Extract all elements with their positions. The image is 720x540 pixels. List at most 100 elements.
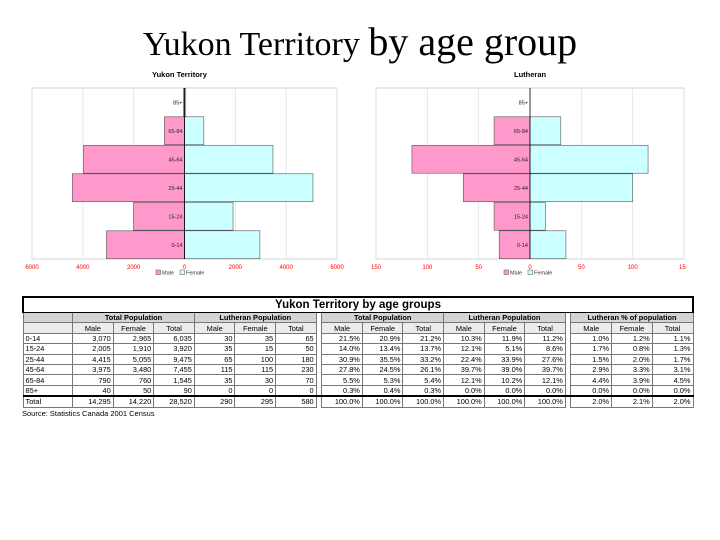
row-label: 65-84: [22, 374, 74, 386]
table-cell: 2.0%: [611, 353, 653, 365]
x-tick-label: 0: [528, 265, 532, 271]
table-cell: 0.0%: [570, 384, 613, 397]
table-cell: 2.1%: [611, 395, 653, 408]
legend-swatch: [179, 269, 185, 275]
table-cell: 65: [275, 332, 317, 345]
legend-swatch: [155, 269, 161, 275]
female-bar: [529, 144, 649, 174]
yukon-population-pyramid: 6000 4000 2000 0 2000 4000 6000 85+ 65-84 45-64 25…: [25, 70, 344, 277]
table-cell: 5.3%: [361, 374, 404, 386]
row-header-blank: [22, 322, 74, 334]
table-cell: 27.6%: [524, 353, 566, 365]
table-cell: 100.0%: [402, 395, 445, 408]
row-label: 15-24: [22, 343, 74, 355]
slide-title: Yukon Territory by age group: [0, 18, 720, 65]
table-cell: 40: [72, 384, 114, 397]
male-bar: [411, 144, 531, 174]
female-bar: [529, 230, 567, 260]
table-row: Total 14,295 14,220 28,520 290 295 580 100.0% 10…: [22, 395, 694, 408]
lutheran-population-pyramid: 150 100 50 0 50 100 150 85+ 65-84 45-64 25-44 15-24…: [371, 70, 686, 277]
row-label: 0-14: [22, 332, 74, 345]
x-tick-label: 100: [422, 265, 433, 271]
row-label: 25-44: [22, 353, 74, 365]
age-category-label: 65-84: [168, 129, 182, 135]
x-tick-label: 4000: [279, 265, 293, 271]
table-cell: 1.7%: [570, 343, 613, 355]
table-cell: 100: [234, 353, 277, 365]
table-cell: 24.5%: [361, 363, 404, 376]
male-bar: [462, 173, 531, 203]
table-row: 15-24 2,005 1,910 3,920 35 15 50 14.0% 13.4% 13.7…: [22, 343, 694, 355]
age-category-label: 0-14: [517, 243, 528, 249]
table-cell: 26.1%: [402, 363, 445, 376]
column-gap: [565, 395, 571, 408]
table-cell: 21.2%: [402, 332, 445, 345]
table-cell: 2.9%: [570, 363, 613, 376]
column-gap: [565, 333, 571, 344]
table-row: 0-14 3,070 2,965 6,035 30 35 65 21.5% 20.9% 21.2%…: [22, 332, 694, 345]
column-gap: [565, 354, 571, 365]
male-bar: [83, 144, 185, 174]
column-header: Male: [72, 322, 114, 334]
table-cell: 39.0%: [483, 363, 526, 376]
column-header: Male: [443, 322, 485, 334]
row-label: 85+: [22, 384, 74, 397]
column-header: Female: [112, 322, 155, 334]
table-cell: 70: [275, 374, 317, 386]
table-cell: 0: [234, 384, 277, 397]
table-cell: 1.3%: [651, 343, 694, 355]
table-row: 65-84 790 760 1,545 35 30 70 5.5% 5.3% 5.4% 12.1% 1…: [22, 374, 694, 386]
chart-title: Yukon Territory: [152, 70, 208, 79]
table-cell: 33.9%: [483, 353, 526, 365]
table-cell: 1.0%: [570, 332, 613, 345]
table-cell: 3,975: [72, 363, 114, 376]
table-cell: 115: [234, 363, 277, 376]
slide-title-part1: Yukon Territory: [142, 26, 369, 63]
table-cell: 115: [193, 363, 236, 376]
row-header-blank: [22, 311, 74, 324]
table-cell: 100.0%: [443, 395, 485, 408]
age-category-label: 45-64: [514, 157, 528, 163]
table-cell: 10.3%: [443, 332, 485, 345]
column-header: Female: [611, 322, 653, 334]
table-cell: 22.4%: [443, 353, 485, 365]
x-tick-label: 2000: [127, 265, 141, 271]
table-cell: 30.9%: [321, 353, 363, 365]
chart-title: Lutheran: [514, 70, 547, 79]
x-tick-label: 150: [679, 265, 686, 271]
column-gap: [565, 385, 571, 397]
table-cell: 27.8%: [321, 363, 363, 376]
table-cell: 1,545: [153, 374, 195, 386]
table-cell: 50: [275, 343, 317, 355]
column-header: Total: [153, 322, 195, 334]
x-tick-label: 50: [475, 265, 482, 271]
table-cell: 5,055: [112, 353, 155, 365]
table-cell: 790: [72, 374, 114, 386]
column-group-header: Total Population: [72, 311, 195, 324]
column-header: Female: [234, 322, 277, 334]
table-cell: 0: [193, 384, 236, 397]
table-cell: 13.4%: [361, 343, 404, 355]
legend-label: Male: [162, 271, 174, 277]
column-header: Female: [483, 322, 526, 334]
column-gap: [316, 354, 322, 365]
table-cell: 2.0%: [570, 395, 613, 408]
table-cell: 4,415: [72, 353, 114, 365]
table-cell: 0: [275, 384, 317, 397]
table-cell: 230: [275, 363, 317, 376]
legend-swatch: [503, 269, 509, 275]
table-cell: 10.2%: [483, 374, 526, 386]
column-gap: [565, 343, 571, 355]
column-header: Total: [275, 322, 317, 334]
table-cell: 760: [112, 374, 155, 386]
age-group-table-panel: Yukon Territory by age groups Total Popul…: [22, 296, 694, 418]
table-caption: Yukon Territory by age groups: [22, 296, 694, 313]
table-cell: 5.1%: [483, 343, 526, 355]
female-bar: [184, 230, 261, 260]
table-cell: 6,035: [153, 332, 195, 345]
age-category-label: 0-14: [171, 243, 182, 249]
table-cell: 180: [275, 353, 317, 365]
legend-label: Male: [510, 271, 522, 277]
table-cell: 35.5%: [361, 353, 404, 365]
column-gap: [316, 322, 322, 334]
